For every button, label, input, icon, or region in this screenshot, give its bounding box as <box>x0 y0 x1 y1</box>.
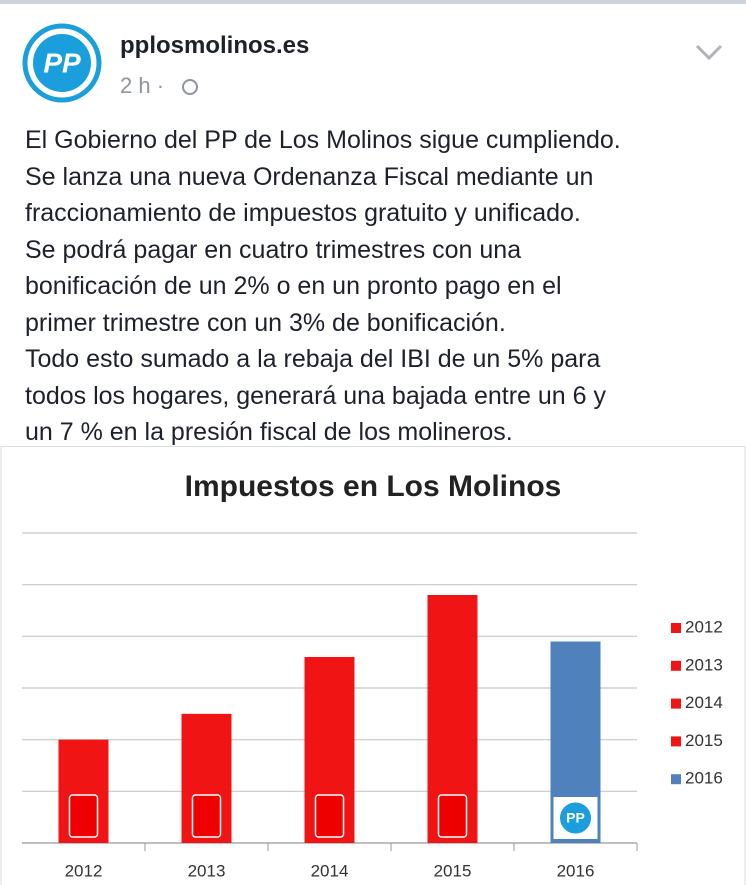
party-emblem <box>314 794 345 838</box>
post-line: fraccionamiento de impuestos gratuito y … <box>25 199 581 227</box>
post-line: El Gobierno del PP de Los Molinos sigue … <box>25 126 621 154</box>
top-bar <box>0 0 746 4</box>
emblem-text: PP <box>566 810 585 826</box>
legend-swatch <box>671 698 681 709</box>
legend-swatch <box>671 623 681 633</box>
chart: Impuestos en Los Molinos 2012 2013 2014 201… <box>0 446 746 885</box>
post-line: Se lanza una nueva Ordenanza Fiscal medi… <box>25 162 594 191</box>
logo-ring <box>22 23 102 103</box>
legend-label: 2012 <box>685 617 723 636</box>
party-emblem <box>191 794 222 838</box>
header-graphics: PP <box>22 23 723 103</box>
x-tick-label: 2014 <box>311 861 349 880</box>
post-line: primer trimestre con un 3% de bonificaci… <box>25 308 506 337</box>
menu-chevron[interactable] <box>695 44 723 61</box>
post-line: bonificación de un 2% o en un pronto pag… <box>25 272 562 300</box>
post-line: Todo esto sumado a la rebaja del IBI de … <box>25 345 601 373</box>
x-tick-label: 2012 <box>65 861 103 880</box>
party-emblem <box>557 799 594 837</box>
chart-title: Impuestos en Los Molinos <box>185 470 562 503</box>
post-line: un 7 % en la presión fiscal de los molin… <box>25 418 513 446</box>
party-emblem <box>68 794 99 838</box>
x-tick-label: 2015 <box>434 861 472 880</box>
chart-frame <box>0 446 746 885</box>
globe-icon <box>182 79 198 95</box>
legend-label: 2013 <box>685 655 723 674</box>
party-emblem <box>437 794 468 838</box>
x-tick-label: 2013 <box>188 861 226 880</box>
legend-label: 2015 <box>685 731 723 750</box>
legend-swatch <box>671 736 681 747</box>
timestamp[interactable]: 2 h · <box>120 73 165 98</box>
legend-label: 2016 <box>685 769 723 788</box>
legend-label: 2014 <box>685 693 723 712</box>
legend-swatch <box>671 774 681 785</box>
x-tick-label: 2016 <box>557 861 595 880</box>
page-name[interactable]: pplosmolinos.es <box>120 32 310 59</box>
logo-text: PP <box>43 47 81 78</box>
post-text: El Gobierno del PP de Los Molinos sigue … <box>25 122 621 451</box>
legend-swatch <box>671 660 681 671</box>
post-line: todos los hogares, generará una bajada e… <box>25 381 606 410</box>
logo[interactable] <box>33 34 91 92</box>
post-line: Se podrá pagar en cuatro trimestres con … <box>25 235 522 264</box>
